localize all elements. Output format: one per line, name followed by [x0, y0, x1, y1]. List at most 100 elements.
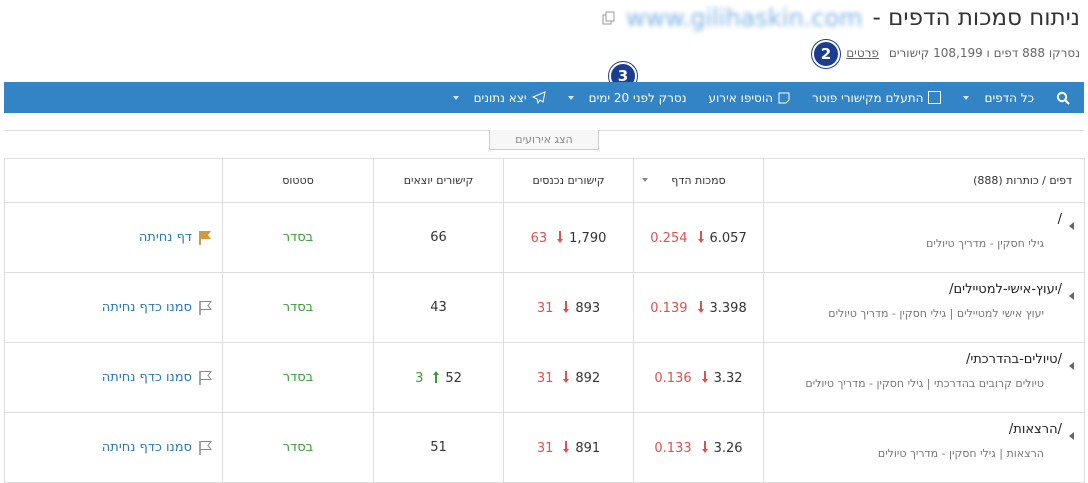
page-path[interactable]: /הרצאות/	[1008, 421, 1062, 437]
details-link[interactable]: פרטים	[846, 46, 879, 60]
inbound-cell: 893 31	[503, 272, 634, 343]
pages-table: דפים / כותרות (888) סמכות הדף קישורים נכנס…	[4, 158, 1085, 483]
trend-arrow	[563, 370, 570, 383]
outbound-value: 43	[430, 300, 447, 315]
outbound-cell: 66	[373, 202, 504, 273]
status-cell: בסדר	[222, 342, 374, 413]
landing-link[interactable]: דף נחיתה	[138, 230, 192, 245]
header-row: דפים / כותרות (888) סמכות הדף קישורים נכנס…	[4, 158, 1085, 203]
column-header[interactable]: קישורים יוצאים	[373, 158, 504, 203]
authority-value: 3.32	[713, 370, 743, 386]
status: בסדר	[282, 230, 314, 245]
trend-arrow	[701, 440, 708, 453]
flag-icon[interactable]	[198, 300, 214, 316]
trend-arrow	[563, 440, 570, 453]
site-url: www.gilihaskin.com	[625, 4, 863, 32]
caret	[567, 95, 574, 100]
toolbar-item[interactable]: הוסיפו אירוע	[709, 91, 790, 105]
authority-change: 0.139	[650, 300, 688, 316]
summary-text: נסרקו 888 דפים ו 108,199 קישורים	[888, 46, 1080, 60]
status: בסדר	[282, 370, 314, 385]
inbound-cell: 891 31	[503, 412, 634, 483]
inbound-change: 63	[530, 230, 548, 246]
status-cell: בסדר	[222, 412, 374, 483]
landing-link[interactable]: סמנו כדף נחיתה	[101, 440, 192, 455]
action: סמנו כדף נחיתה	[6, 370, 214, 386]
toolbar-item[interactable]: התעלם מקישורי פוטר	[812, 91, 942, 105]
checkbox[interactable]	[928, 91, 942, 104]
column-header[interactable]: סטטוס	[222, 158, 374, 203]
flag-icon[interactable]	[198, 230, 214, 246]
table-row: / גילי חסקין - מדריך טיולים 6.057 0.254 1,79…	[4, 202, 1085, 273]
inbound-value: 892	[575, 370, 601, 386]
page-title: גילי חסקין - מדריך טיולים	[926, 236, 1044, 250]
column-header[interactable]: סמכות הדף	[633, 158, 764, 203]
page-path[interactable]: /טיולים-בהדרכתי/	[965, 351, 1062, 367]
title-bar: ניתוח סמכות הדפים - www.gilihaskin.com	[602, 4, 1080, 32]
flag-icon[interactable]	[198, 440, 214, 456]
status: בסדר	[282, 300, 314, 315]
authority-cell: 3.26 0.133	[633, 412, 764, 483]
sort-caret	[642, 178, 648, 182]
table-row: /יעוץ-אישי-למטיילים/יעוץ אישי למטיילים |…	[4, 272, 1085, 343]
action: דף נחיתה	[6, 230, 214, 246]
search-icon[interactable]	[1056, 91, 1070, 105]
status-cell: בסדר	[222, 202, 374, 273]
action: סמנו כדף נחיתה	[6, 300, 214, 316]
toolbar-item[interactable]: נסרק לפני 20 ימים	[567, 90, 687, 105]
toolbar-label: כל הדפים	[984, 90, 1034, 105]
trend-arrow	[697, 230, 704, 243]
column-header[interactable]: קישורים נכנסים	[503, 158, 634, 203]
outbound-value: 51	[430, 440, 447, 455]
export-icon	[531, 91, 546, 104]
authority-change: 0.136	[654, 370, 692, 386]
landing-link[interactable]: סמנו כדף נחיתה	[101, 300, 192, 315]
flag-icon[interactable]	[198, 370, 214, 386]
outbound-value: 66	[430, 230, 447, 245]
action-cell: סמנו כדף נחיתה	[4, 272, 223, 343]
toolbar-item[interactable]: יצא נתונים	[452, 91, 546, 105]
page-cell: / גילי חסקין - מדריך טיולים	[763, 202, 1085, 273]
inbound-value: 893	[575, 300, 601, 316]
inbound-value: 891	[575, 440, 601, 456]
inbound-change: 31	[536, 370, 554, 386]
page-path[interactable]: /יעוץ-אישי-למטיילים/	[949, 281, 1062, 297]
action-cell: סמנו כדף נחיתה	[4, 412, 223, 483]
expand-toggle[interactable]	[1069, 222, 1074, 230]
outbound-cell: 52 3	[373, 342, 504, 413]
expand-toggle[interactable]	[1069, 362, 1074, 370]
trend-arrow	[701, 370, 708, 383]
show-events-button[interactable]: הצג אירועים	[489, 130, 599, 150]
toolbar-label: הוסיפו אירוע	[708, 90, 773, 105]
status-cell: בסדר	[222, 272, 374, 343]
action-cell: דף נחיתה	[4, 202, 223, 273]
copy-icon[interactable]	[602, 11, 616, 25]
action: סמנו כדף נחיתה	[6, 440, 214, 456]
table-body: / גילי חסקין - מדריך טיולים 6.057 0.254 1,79…	[4, 202, 1085, 483]
outbound-change: 3	[415, 370, 424, 386]
page-title: הרצאות | גילי חסקין - מדריך טיולים	[877, 446, 1044, 460]
inbound-value: 1,790	[569, 230, 607, 246]
toolbar-label: נסרק לפני 20 ימים	[588, 90, 687, 105]
page-title: טיולים קרובים בהדרכתי | גילי חסקין - מדר…	[805, 376, 1044, 390]
expand-toggle[interactable]	[1069, 432, 1074, 440]
trend-arrow	[563, 300, 570, 313]
page-path[interactable]: /	[1057, 211, 1062, 227]
page-cell: /הרצאות/הרצאות | גילי חסקין - מדריך טיול…	[763, 412, 1085, 483]
page-title: ניתוח סמכות הדפים -	[872, 5, 1080, 31]
column-header[interactable]: דפים / כותרות (888)	[763, 158, 1085, 203]
toolbar-item[interactable]: כל הדפים	[963, 91, 1034, 105]
table-row: /טיולים-בהדרכתי/טיולים קרובים בהדרכתי | …	[4, 342, 1085, 413]
authority-change: 0.254	[650, 230, 688, 246]
table-row: /הרצאות/הרצאות | גילי חסקין - מדריך טיול…	[4, 412, 1085, 483]
expand-toggle[interactable]	[1069, 292, 1074, 300]
caret	[963, 95, 970, 100]
action-cell: סמנו כדף נחיתה	[4, 342, 223, 413]
outbound-cell: 51	[373, 412, 504, 483]
inbound-change: 31	[536, 440, 554, 456]
page-cell: /טיולים-בהדרכתי/טיולים קרובים בהדרכתי | …	[763, 342, 1085, 413]
trend-arrow	[433, 370, 440, 383]
landing-link[interactable]: סמנו כדף נחיתה	[101, 370, 192, 385]
